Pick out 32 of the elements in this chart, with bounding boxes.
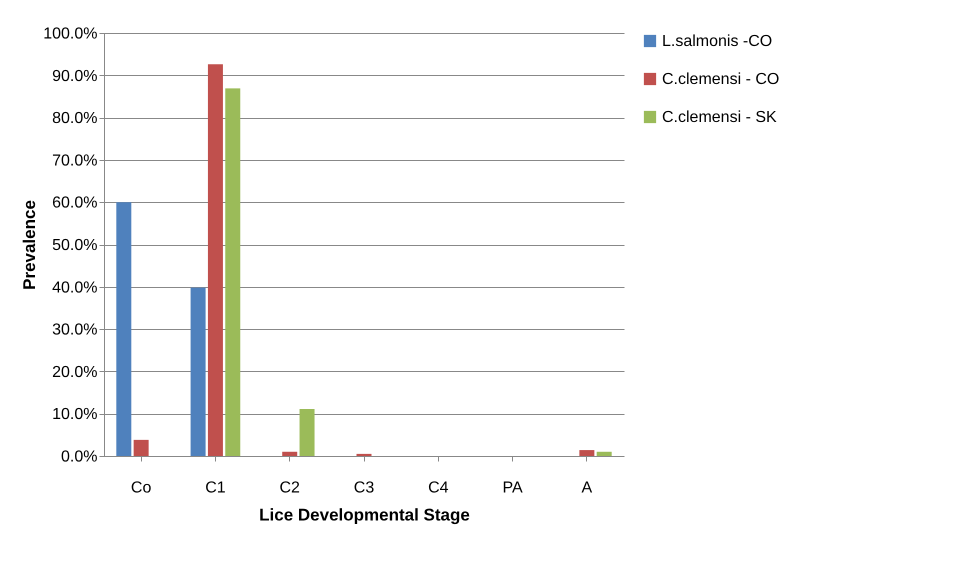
bar: [190, 288, 206, 456]
bar: [225, 88, 240, 456]
y-tick-label: 100.0%: [43, 26, 98, 42]
bar: [300, 409, 315, 456]
x-tick-label: C3: [354, 480, 374, 496]
x-tick-label: C4: [428, 480, 449, 496]
y-tick-label: 50.0%: [52, 237, 98, 254]
legend-label: C.clemensi - SK: [662, 109, 778, 126]
y-tick-label: 60.0%: [52, 194, 98, 212]
y-tick-label: 10.0%: [52, 406, 98, 424]
x-tick-label: C2: [279, 480, 300, 496]
x-tick-label: A: [582, 480, 593, 496]
bar: [282, 452, 298, 456]
x-tick-label: C1: [205, 480, 226, 496]
bar: [596, 452, 612, 456]
y-tick-label: 80.0%: [52, 110, 98, 128]
x-axis-title: Lice Developmental Stage: [259, 506, 470, 524]
y-tick-label: 40.0%: [52, 279, 98, 296]
y-tick-label: 30.0%: [52, 322, 98, 339]
legend-label: C.clemensi - CO: [662, 71, 780, 88]
y-tick-label: 70.0%: [52, 152, 98, 170]
y-tick-label: 90.0%: [52, 68, 98, 85]
y-tick-label: 0.0%: [61, 448, 98, 466]
bar: [134, 440, 149, 456]
y-tick-label: 20.0%: [52, 364, 98, 381]
bar: [208, 64, 223, 456]
legend-label: L.salmonis -CO: [662, 33, 772, 50]
bar: [579, 450, 594, 456]
bar: [116, 202, 132, 456]
x-tick-label: Co: [130, 480, 152, 496]
x-tick-label: PA: [502, 480, 523, 496]
y-axis-title: Prevalence: [20, 200, 40, 290]
